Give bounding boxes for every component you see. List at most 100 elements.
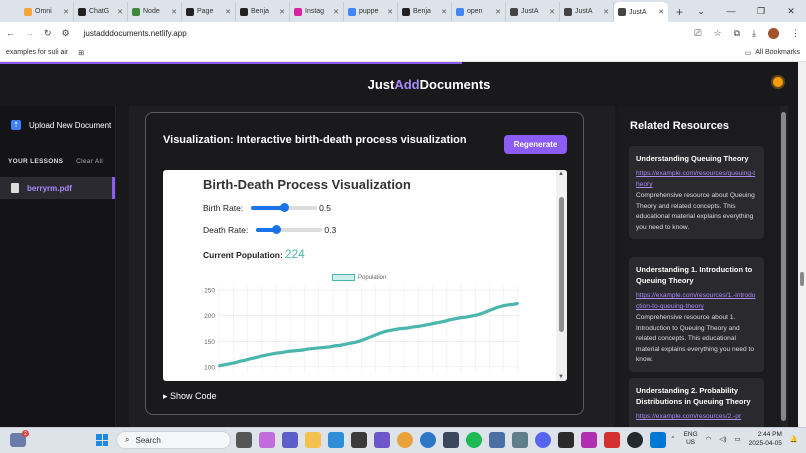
- death-rate-knob[interactable]: [272, 225, 282, 234]
- vscode-icon[interactable]: [650, 432, 666, 448]
- bookmark-item[interactable]: examples for suli air: [6, 49, 69, 56]
- taskbar-search[interactable]: ⌕ Search: [116, 431, 231, 449]
- data-point[interactable]: [307, 347, 310, 351]
- browser-tab[interactable]: JustA ✕: [506, 2, 560, 21]
- data-point[interactable]: [469, 315, 472, 318]
- profile-avatar[interactable]: [768, 27, 779, 39]
- store-icon[interactable]: [351, 432, 367, 448]
- data-point[interactable]: [233, 361, 236, 364]
- show-code-toggle[interactable]: ▸ Show Code: [163, 391, 217, 401]
- page-scrollbar[interactable]: [798, 62, 806, 427]
- data-point[interactable]: [333, 344, 336, 347]
- battery-icon[interactable]: ▭: [734, 436, 741, 443]
- upload-document-button[interactable]: ⇡ Upload New Document: [0, 106, 115, 130]
- regenerate-button[interactable]: Regenerate: [504, 135, 567, 154]
- tray-chevron-icon[interactable]: ⌃: [670, 436, 676, 443]
- data-point[interactable]: [432, 322, 436, 325]
- maximize-icon[interactable]: ❐: [756, 5, 766, 16]
- data-point[interactable]: [349, 342, 352, 345]
- data-point[interactable]: [417, 325, 420, 328]
- tab-close-icon[interactable]: ✕: [225, 8, 231, 16]
- chrome-icon[interactable]: [397, 432, 413, 448]
- notifications-icon[interactable]: 🔔: [789, 436, 798, 443]
- tab-close-icon[interactable]: ✕: [603, 8, 609, 16]
- scroll-up-icon[interactable]: ▲: [558, 171, 564, 177]
- widgets-icon[interactable]: 2: [10, 430, 29, 447]
- terminal-icon[interactable]: [558, 432, 574, 448]
- site-info-icon[interactable]: ⚙: [61, 27, 70, 38]
- tab-close-icon[interactable]: ✕: [441, 8, 447, 16]
- data-point[interactable]: [265, 354, 268, 357]
- data-point[interactable]: [317, 346, 320, 350]
- data-point[interactable]: [301, 348, 305, 352]
- address-bar[interactable]: justadddocuments.netlify.app: [83, 28, 187, 38]
- birth-rate-slider[interactable]: [251, 203, 318, 212]
- minimize-icon[interactable]: —: [726, 6, 736, 16]
- spotify-icon[interactable]: [466, 432, 482, 448]
- data-point[interactable]: [286, 350, 289, 353]
- birth-rate-knob[interactable]: [280, 203, 290, 212]
- resources-scroll-thumb[interactable]: [781, 112, 786, 421]
- data-point[interactable]: [338, 344, 341, 347]
- data-point[interactable]: [448, 318, 451, 321]
- browser-tab[interactable]: Benja ✕: [236, 2, 290, 21]
- task-view-icon[interactable]: [236, 432, 252, 448]
- app-icon[interactable]: [420, 432, 436, 448]
- bookmark-star-icon[interactable]: ☆: [713, 27, 722, 38]
- data-point[interactable]: [312, 347, 315, 350]
- start-button[interactable]: [96, 434, 108, 446]
- data-point[interactable]: [459, 316, 462, 319]
- clock[interactable]: 2:44 PM 2025-04-05: [749, 430, 782, 448]
- file-explorer-icon[interactable]: [305, 432, 321, 448]
- data-point[interactable]: [453, 317, 457, 320]
- forward-icon[interactable]: →: [25, 28, 34, 38]
- browser-tab[interactable]: JustA ✕: [614, 2, 668, 22]
- data-point[interactable]: [501, 304, 504, 308]
- tab-close-icon[interactable]: ✕: [658, 9, 664, 16]
- data-point[interactable]: [249, 357, 252, 360]
- resource-link[interactable]: https://example.com/resources/2.-pr: [636, 413, 742, 420]
- data-point[interactable]: [495, 306, 499, 309]
- data-point[interactable]: [238, 360, 242, 363]
- back-icon[interactable]: ←: [6, 28, 15, 38]
- data-point[interactable]: [380, 331, 383, 334]
- data-point[interactable]: [375, 333, 378, 336]
- photos-icon[interactable]: [489, 432, 505, 448]
- browser-tab[interactable]: JustA ✕: [560, 2, 614, 21]
- data-point[interactable]: [270, 352, 273, 356]
- resource-link[interactable]: https://example.com/resources/queuing-th…: [636, 170, 756, 188]
- data-point[interactable]: [401, 327, 404, 330]
- data-point[interactable]: [296, 349, 299, 352]
- data-point[interactable]: [396, 327, 399, 331]
- data-point[interactable]: [280, 351, 284, 354]
- browser-tab[interactable]: Page ✕: [182, 2, 236, 21]
- data-point[interactable]: [254, 356, 257, 359]
- clear-all-button[interactable]: Clear All: [76, 158, 103, 165]
- theme-toggle-sun-icon[interactable]: [773, 77, 783, 87]
- data-point[interactable]: [516, 302, 520, 305]
- wifi-icon[interactable]: ◠: [705, 436, 712, 443]
- teams-icon[interactable]: [282, 432, 298, 448]
- data-point[interactable]: [259, 355, 263, 358]
- data-point[interactable]: [328, 345, 331, 349]
- data-point[interactable]: [464, 316, 467, 319]
- install-app-icon[interactable]: ⎚: [694, 27, 702, 38]
- app-icon[interactable]: [581, 432, 597, 448]
- data-point[interactable]: [438, 321, 441, 324]
- data-point[interactable]: [343, 343, 346, 346]
- data-point[interactable]: [275, 351, 278, 355]
- frame-scroll-thumb[interactable]: [559, 197, 564, 332]
- browser-tab[interactable]: ChatG ✕: [74, 2, 128, 21]
- reload-icon[interactable]: ↻: [44, 27, 52, 38]
- tab-close-icon[interactable]: ✕: [117, 8, 123, 16]
- browser-tab[interactable]: Benja ✕: [398, 2, 452, 21]
- tab-close-icon[interactable]: ✕: [549, 8, 555, 16]
- data-point[interactable]: [370, 335, 373, 338]
- data-point[interactable]: [364, 337, 367, 340]
- data-point[interactable]: [474, 314, 478, 317]
- settings-icon[interactable]: [512, 432, 528, 448]
- page-scroll-thumb[interactable]: [800, 272, 804, 286]
- browser-tab[interactable]: open ✕: [452, 2, 506, 21]
- tab-close-icon[interactable]: ✕: [333, 8, 339, 16]
- data-point[interactable]: [359, 339, 362, 342]
